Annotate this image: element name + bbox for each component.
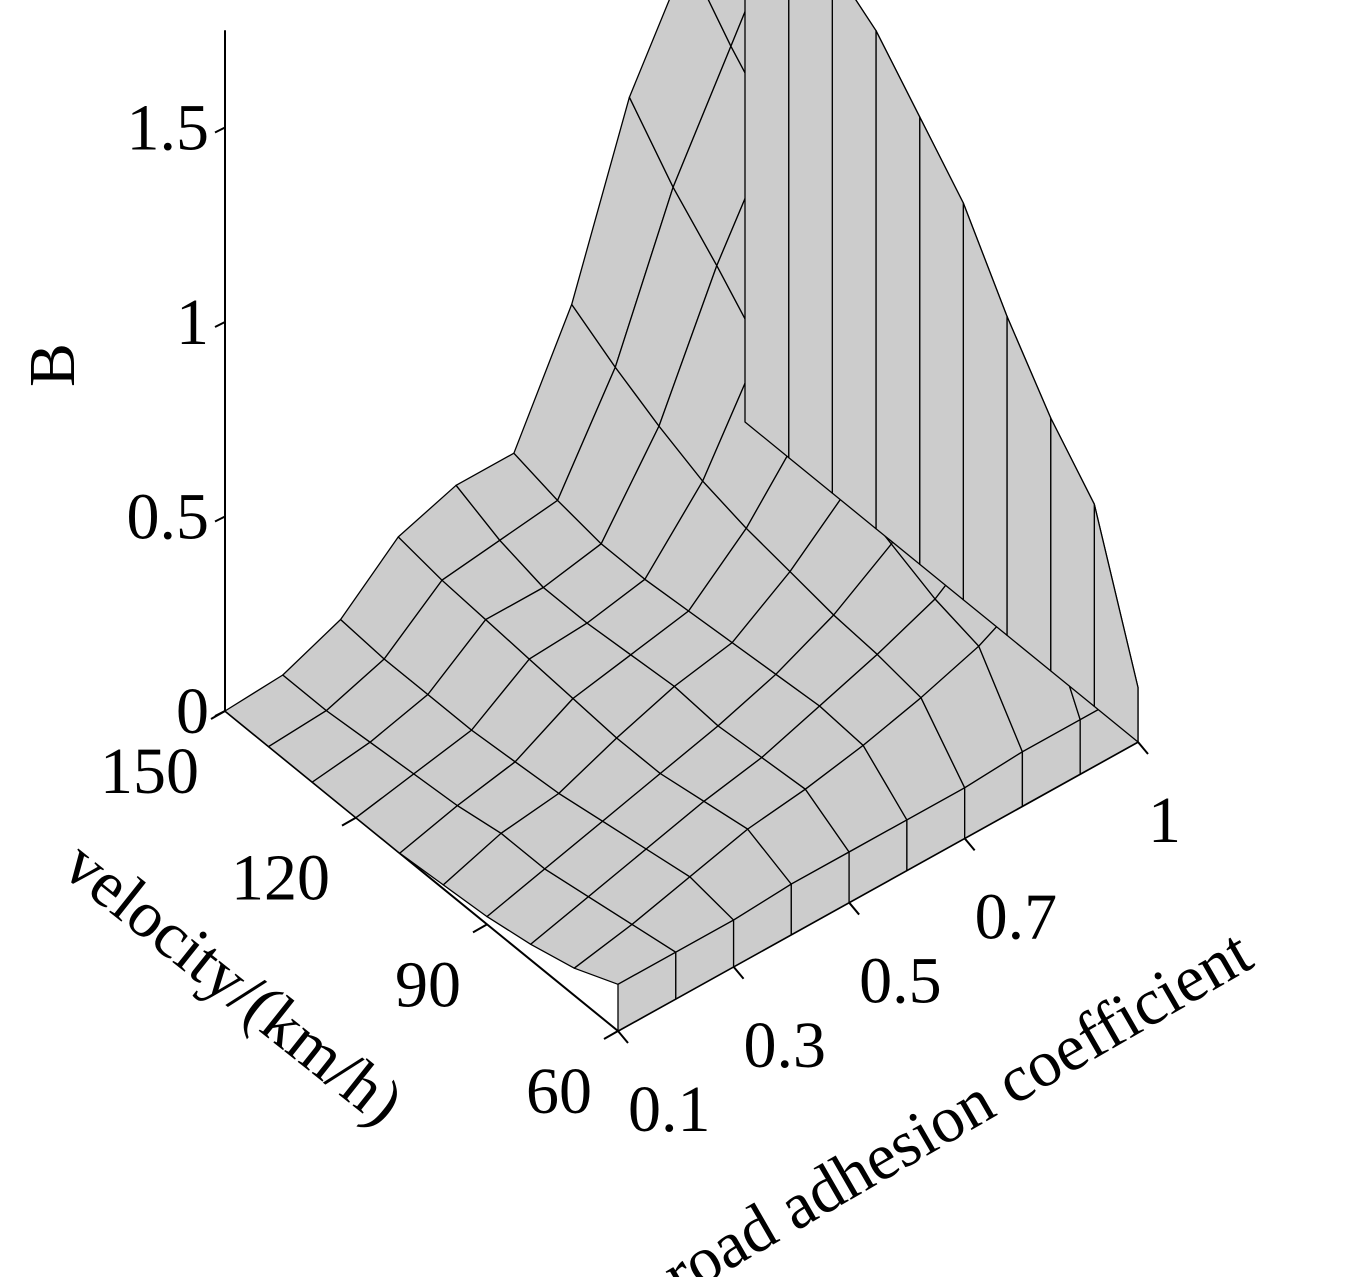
z-tick-mark <box>214 321 226 328</box>
velocity-tick-mark <box>472 923 488 934</box>
side-curtain-patch <box>1093 503 1139 743</box>
x-axis-label: road adhesion coefficient <box>651 915 1264 1277</box>
velocity-tick-mark <box>210 710 226 720</box>
side-curtain-patch <box>919 116 964 601</box>
velocity-tick-label: 60 <box>526 1055 592 1128</box>
side-curtain-patch <box>1050 417 1095 708</box>
side-curtain-patch <box>744 0 790 459</box>
velocity-tick-label: 90 <box>395 948 461 1021</box>
side-curtain-patch <box>788 0 833 494</box>
adhesion-tick-label: 0.3 <box>744 1009 827 1082</box>
side-curtain-patch <box>962 202 1008 636</box>
axes-layer: 0 0.5 1 1.5 60 90 120 150 0.1 0.3 0.5 0.7 1 <box>100 30 1181 1146</box>
velocity-tick-label: 150 <box>100 735 199 808</box>
adhesion-tick-mark <box>1137 741 1149 755</box>
velocity-tick-mark <box>603 1030 619 1040</box>
adhesion-tick-label: 0.5 <box>859 945 942 1018</box>
velocity-tick-mark <box>341 816 357 827</box>
adhesion-tick-label: 0.1 <box>628 1073 711 1146</box>
adhesion-tick-mark <box>732 966 745 980</box>
velocity-tick-label: 120 <box>231 842 330 915</box>
surface-patch <box>707 0 751 47</box>
side-curtain-patch <box>875 30 921 565</box>
z-tick-label: 0.5 <box>127 481 210 554</box>
z-tick-mark <box>214 126 226 134</box>
z-tick-mark <box>214 515 226 523</box>
adhesion-tick-label: 1 <box>1148 784 1181 857</box>
side-curtain-patch <box>1006 315 1052 672</box>
adhesion-tick-mark <box>963 837 976 851</box>
adhesion-tick-mark <box>617 1030 629 1044</box>
z-axis-label: B <box>16 343 89 387</box>
z-tick-label: 1.5 <box>127 92 210 165</box>
z-tick-label: 1 <box>176 286 209 359</box>
adhesion-tick-label: 0.7 <box>975 880 1058 953</box>
adhesion-tick-mark <box>848 901 860 916</box>
surface-layer <box>224 0 1139 1032</box>
side-curtain-patch <box>831 0 877 530</box>
z-tick-label: 0 <box>176 675 209 748</box>
